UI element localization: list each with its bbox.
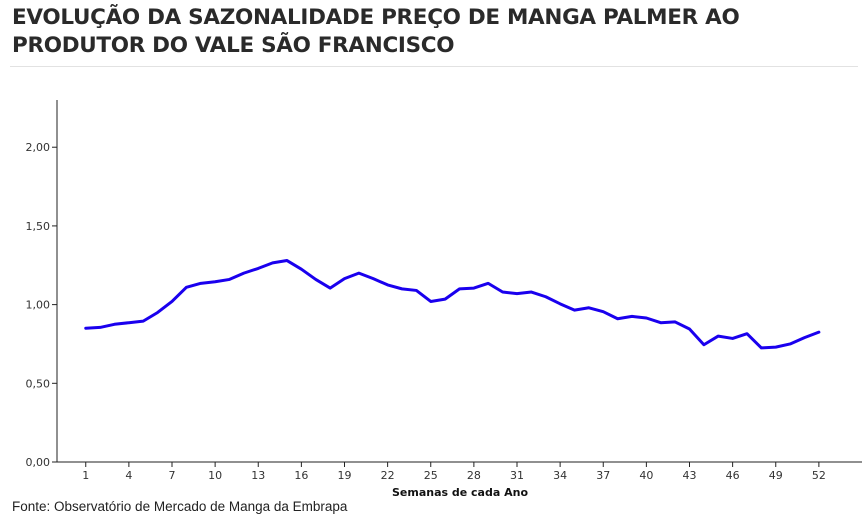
x-tick-label: 4	[125, 469, 132, 482]
x-tick-label: 19	[338, 469, 352, 482]
x-axis-label: Semanas de cada Ano	[392, 486, 528, 499]
y-tick-label: 1,00	[26, 299, 51, 312]
x-tick-label: 52	[812, 469, 826, 482]
series-line-0	[84, 259, 821, 350]
x-tick-label: 28	[467, 469, 481, 482]
x-tick-label: 49	[769, 469, 783, 482]
x-tick-label: 13	[251, 469, 265, 482]
x-tick-label: 43	[683, 469, 697, 482]
title-divider	[10, 66, 858, 67]
x-tick-label: 1	[82, 469, 89, 482]
x-tick-label: 37	[596, 469, 610, 482]
x-tick-label: 7	[169, 469, 176, 482]
x-tick-label: 16	[294, 469, 308, 482]
x-tick-label: 34	[553, 469, 567, 482]
x-axis: 1 4 7 10 13 16 19 22 25 28 31 34 37 40 43 46 49 52	[57, 461, 862, 482]
x-tick-label: 40	[639, 469, 653, 482]
x-tick-label: 31	[510, 469, 524, 482]
y-axis: 0,00 0,50 1,00 1,50 2,00	[26, 100, 58, 469]
x-tick-label: 25	[424, 469, 438, 482]
series-layer	[84, 259, 821, 350]
chart-title: EVOLUÇÃO DA SAZONALIDADE PREÇO DE MANGA …	[12, 5, 740, 58]
y-tick-label: 2,00	[26, 141, 51, 154]
y-tick-label: 0,50	[26, 377, 51, 390]
x-tick-label: 22	[381, 469, 395, 482]
x-tick-label: 10	[208, 469, 222, 482]
y-tick-label: 1,50	[26, 220, 51, 233]
source-note: Fonte: Observatório de Mercado de Manga …	[12, 499, 348, 514]
x-tick-label: 46	[726, 469, 740, 482]
y-tick-label: 0,00	[26, 456, 51, 469]
